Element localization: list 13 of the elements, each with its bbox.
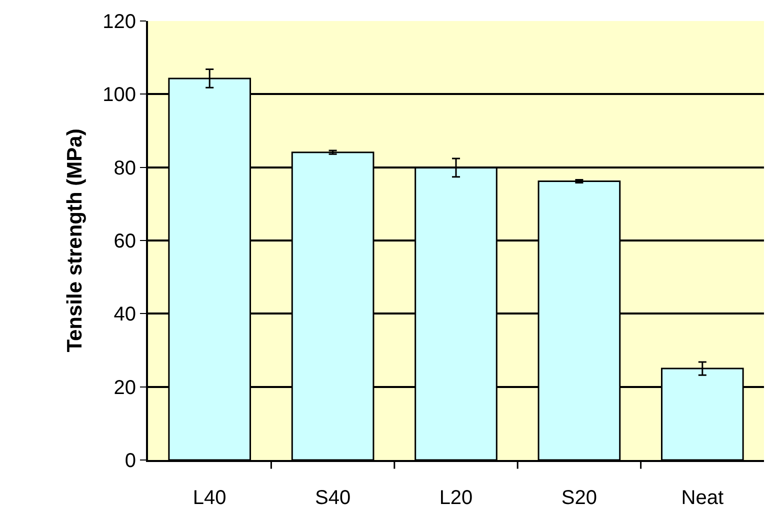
x-tick-label: L40 — [192, 487, 226, 509]
y-tick-label: 60 — [114, 230, 136, 252]
y-tick-label: 120 — [102, 11, 136, 33]
x-tick-label: Neat — [681, 487, 724, 509]
y-tick-label: 0 — [124, 450, 136, 472]
x-tick-label: S20 — [561, 487, 597, 509]
y-tick-label: 20 — [114, 376, 136, 399]
y-tick-label: 80 — [114, 157, 136, 180]
y-tick-label: 40 — [114, 304, 136, 326]
x-tick-label: L20 — [439, 487, 473, 509]
y-axis-title: Tensile strength (MPa) — [63, 128, 86, 352]
y-tick-label: 100 — [102, 84, 136, 106]
x-tick-label: S40 — [315, 487, 351, 509]
